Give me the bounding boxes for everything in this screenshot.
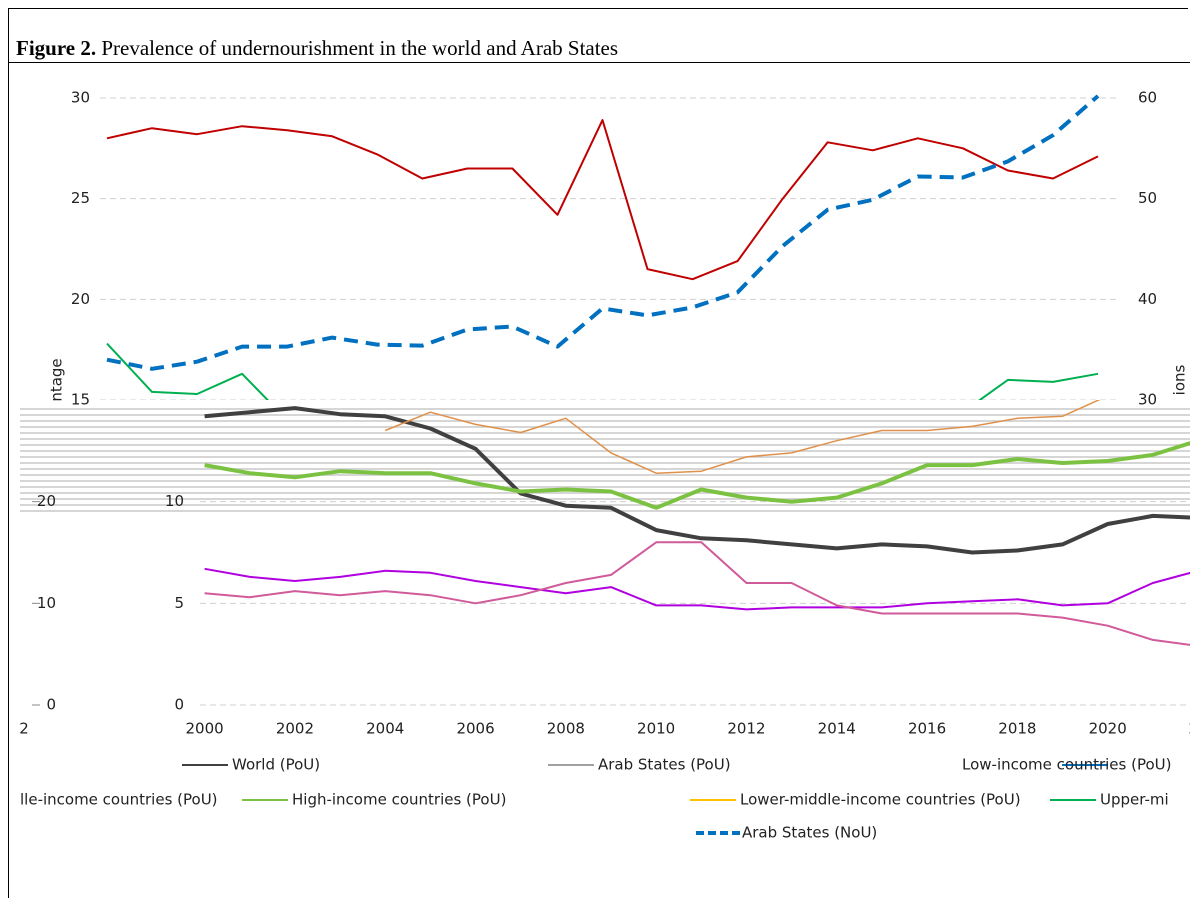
axes: 15 20 25 30 30 40 50 60 ntage ions 0 5 10 0 10 20 2 2000 2… <box>19 89 1190 738</box>
legend: World (PoU) Arab States (PoU) Low-income c… <box>20 756 1172 842</box>
legend-label: Low-income countries (PoU) <box>962 756 1172 774</box>
series-line <box>106 119 1099 281</box>
series-line <box>204 441 1190 510</box>
figure-label: Figure 2. <box>16 36 97 60</box>
x-tick-label: 2018 <box>998 720 1036 738</box>
x-tick-label: 2016 <box>908 720 946 738</box>
y-tick-label: 15 <box>71 391 90 409</box>
legend-label: Arab States (NoU) <box>742 824 877 842</box>
y2-tick-label: 30 <box>1138 391 1157 409</box>
title-text: Prevalence of undernourishment in the wo… <box>101 36 619 60</box>
y-tick-label: 30 <box>71 89 90 107</box>
x-tick-label: 2 <box>19 720 29 738</box>
y-tick-label: 20 <box>71 290 90 308</box>
y2-tick-label: 20 <box>37 492 56 510</box>
top-plot <box>100 94 1120 400</box>
x-tick-label: 2010 <box>637 720 675 738</box>
x-tick-label: 2004 <box>366 720 404 738</box>
series-line <box>204 567 1190 611</box>
legend-label: High-income countries (PoU) <box>292 791 506 809</box>
figure-frame <box>8 8 1188 898</box>
x-tick-label: 2008 <box>547 720 585 738</box>
legend-label: Upper-mi <box>1100 791 1169 809</box>
legend-label: Lower-middle-income countries (PoU) <box>740 791 1021 809</box>
legend-label: World (PoU) <box>232 756 320 774</box>
series-line <box>384 400 1101 474</box>
bottom-plot <box>200 400 1190 706</box>
y-tick-label: 5 <box>174 594 184 612</box>
y2-axis-title: ions <box>1171 364 1189 395</box>
y-axis-title: ntage <box>48 358 66 401</box>
y-tick-label: 10 <box>165 492 184 510</box>
series-line <box>106 342 1099 400</box>
legend-label: Arab States (PoU) <box>598 756 731 774</box>
series-line <box>204 406 1190 555</box>
y2-tick-label: 50 <box>1138 189 1157 207</box>
y2-tick-label: 0 <box>46 696 56 714</box>
figure-title: Figure 2. Prevalence of undernourishment… <box>16 36 618 61</box>
x-tick-label: 2006 <box>456 720 494 738</box>
y2-tick-label: 40 <box>1138 290 1157 308</box>
x-tick-label: 2014 <box>818 720 856 738</box>
series-line <box>204 541 1190 646</box>
series-line <box>106 94 1100 371</box>
x-tick-label: 20 <box>1188 720 1190 738</box>
y2-tick-label: 10 <box>37 594 56 612</box>
y2-tick-label: 60 <box>1138 89 1157 107</box>
legend-label: lle-income countries (PoU) <box>20 791 218 809</box>
x-tick-label: 2000 <box>186 720 224 738</box>
x-tick-label: 2020 <box>1089 720 1127 738</box>
x-tick-label: 2002 <box>276 720 314 738</box>
x-tick-label: 2012 <box>727 720 765 738</box>
y-tick-label: 0 <box>174 696 184 714</box>
title-divider <box>8 62 1190 63</box>
y-tick-label: 25 <box>71 189 90 207</box>
